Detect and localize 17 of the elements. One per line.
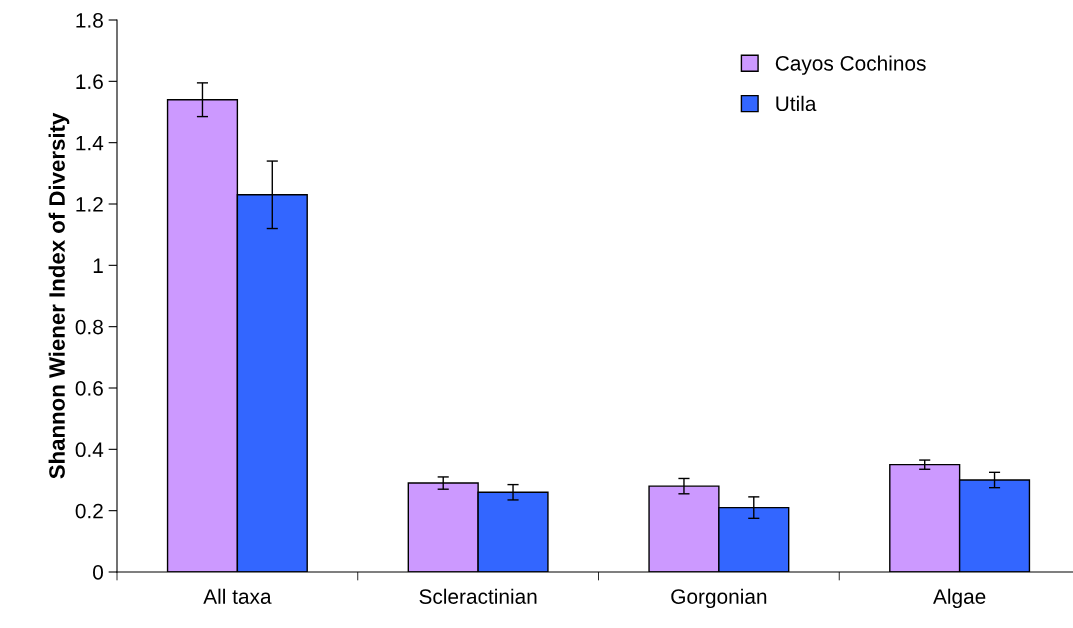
x-tick-label: Algae: [933, 588, 986, 609]
y-tick-label: 1.2: [76, 197, 103, 212]
y-tick-label: 1.4: [76, 135, 104, 151]
x-tick-label: Scleractinian: [419, 588, 537, 604]
y-tick-label: 0.2: [75, 503, 103, 519]
y-tick-label: 0.6: [75, 381, 103, 396]
x-tick-label: Gorgonian: [671, 588, 767, 609]
y-tick-label: 1.6: [76, 74, 103, 90]
y-axis-title: Shannon Wiener Index of Diversity: [48, 112, 70, 479]
legend-label: Utila: [776, 95, 817, 112]
y-tick-label: 0.8: [75, 319, 103, 335]
legend-label: Cayos Cochinos: [775, 55, 926, 75]
y-tick-label: 1.8: [76, 13, 103, 28]
y-tick-label: 0: [93, 565, 103, 580]
y-tick-label: 1: [93, 258, 103, 273]
x-tick-label: All taxa: [203, 588, 272, 604]
y-tick-label: 0.4: [75, 442, 104, 458]
